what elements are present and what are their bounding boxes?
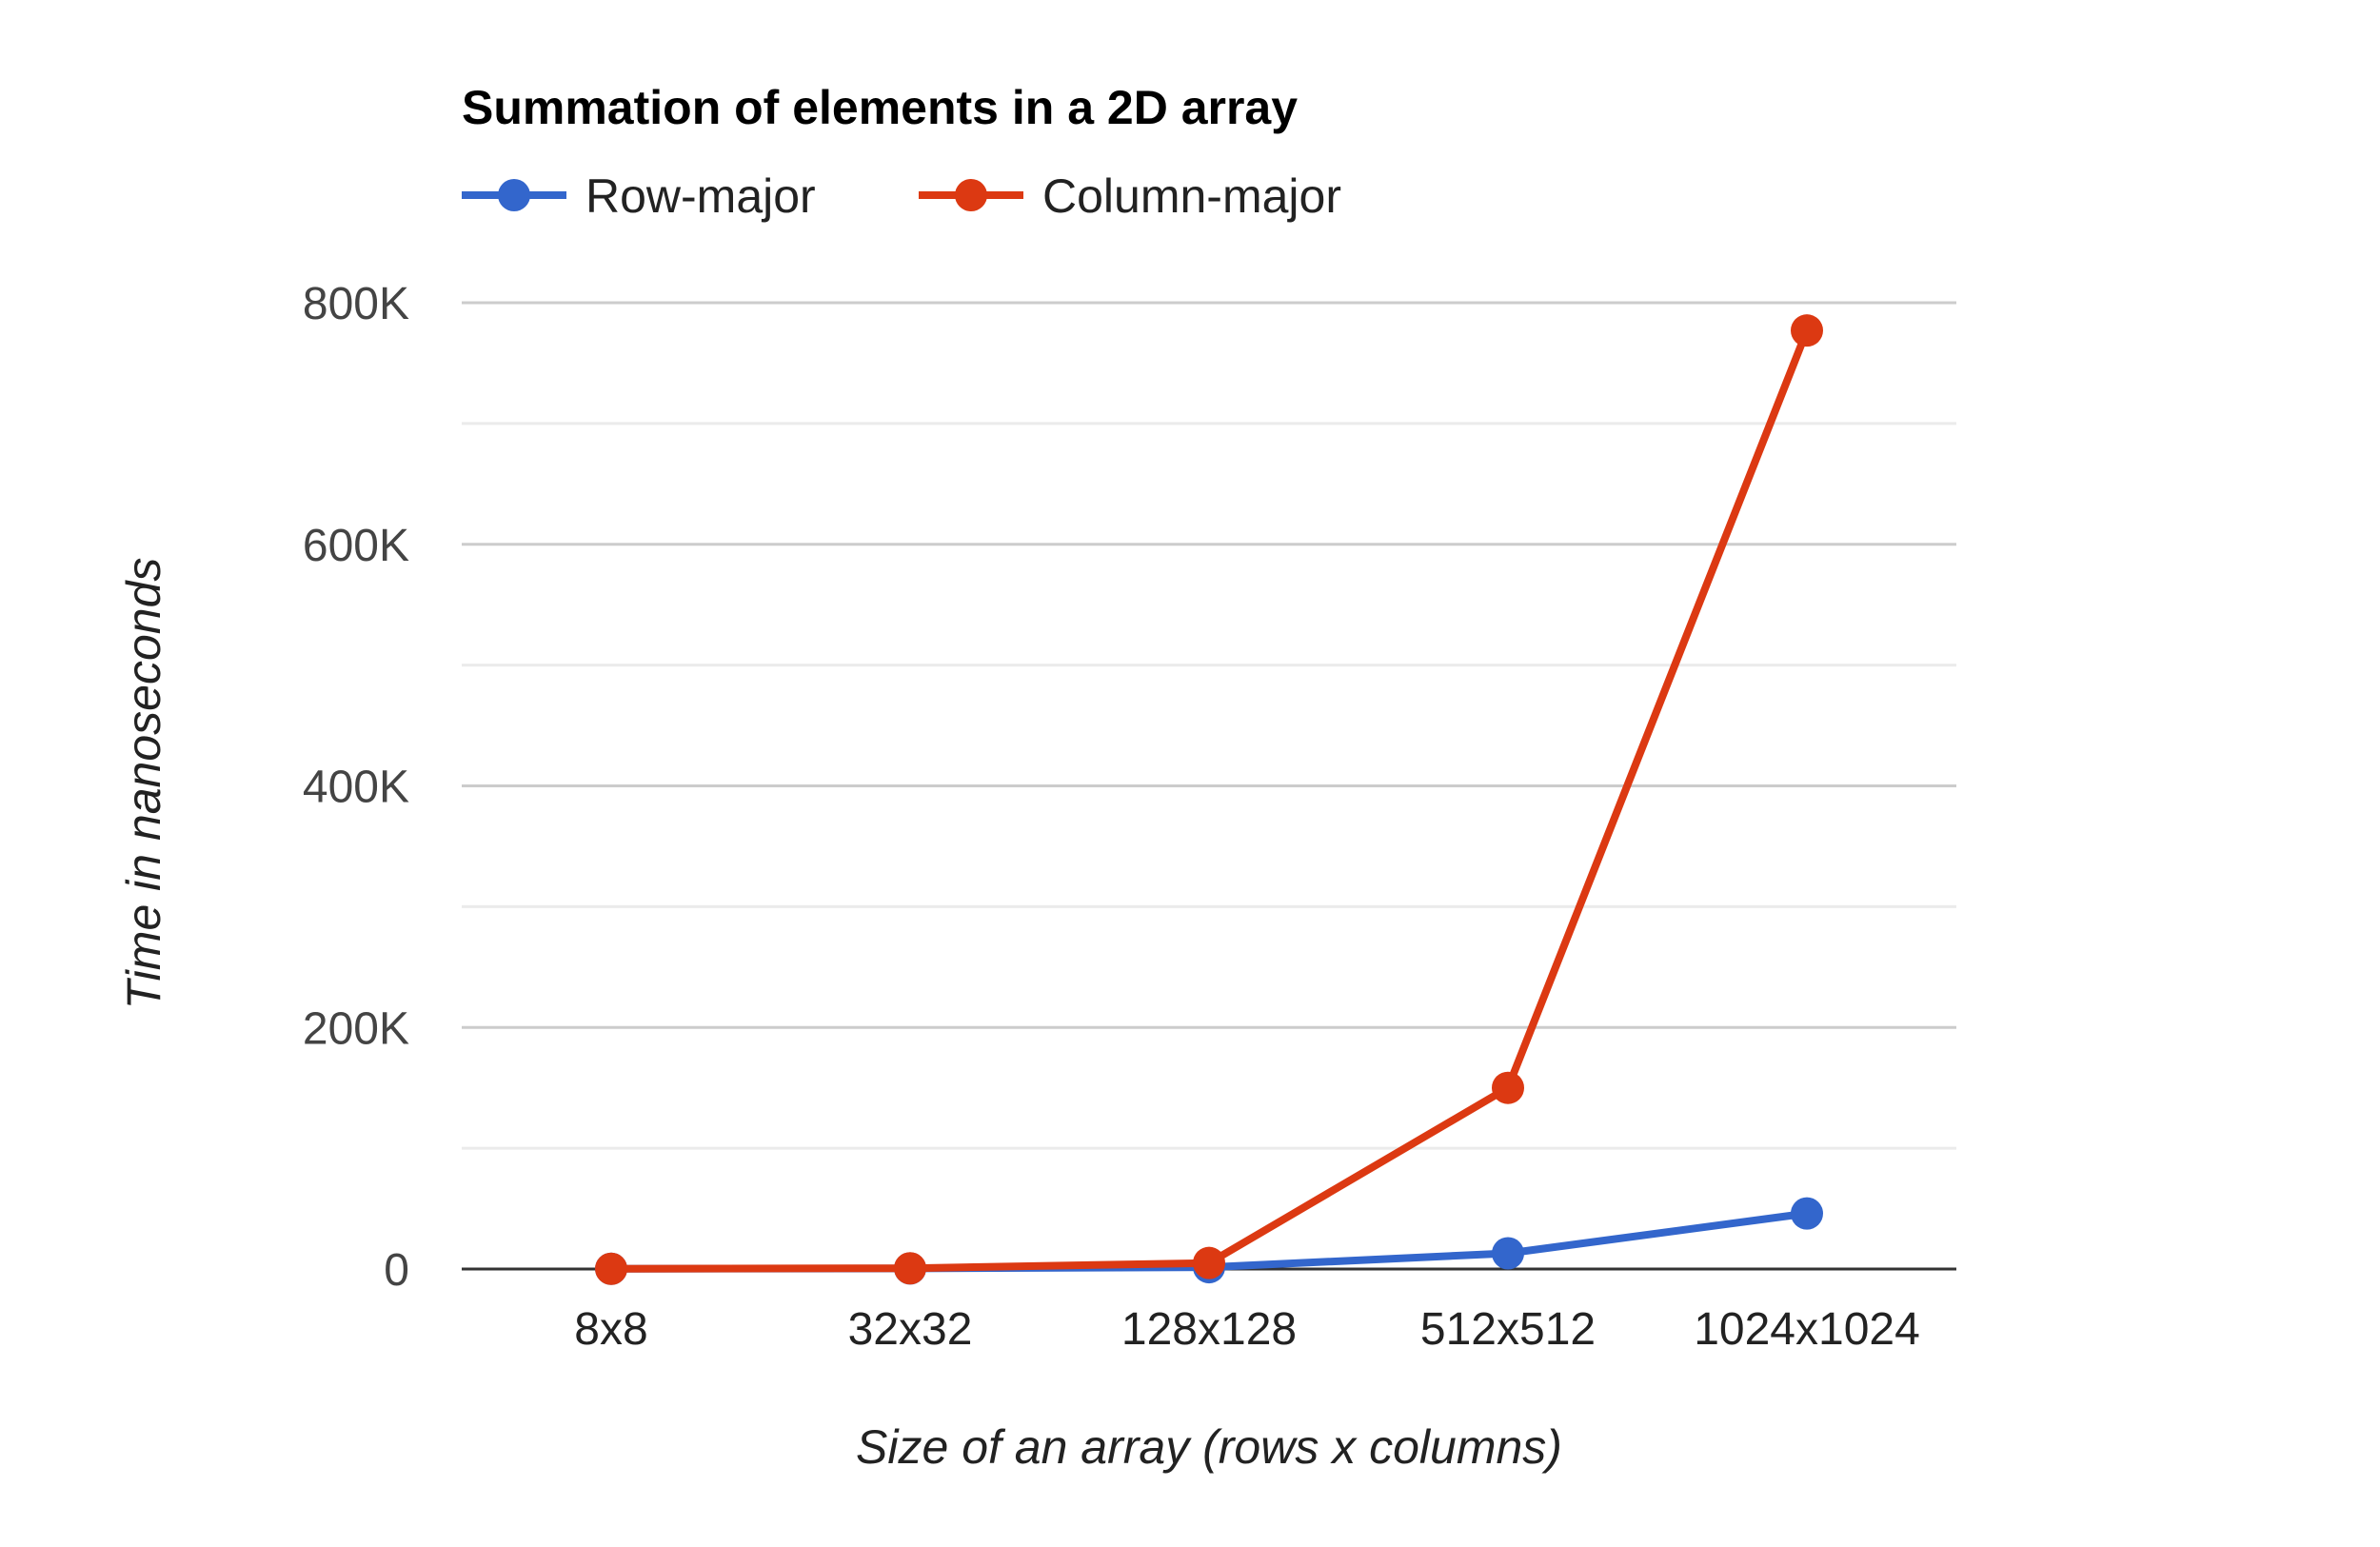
x-tick-label: 32x32 <box>848 1304 973 1355</box>
x-tick-label: 128x128 <box>1121 1304 1297 1355</box>
legend-item-row-major[interactable]: Row-major <box>462 169 816 223</box>
legend: Row-major Column-major <box>462 169 1341 223</box>
y-tick-label: 600K <box>303 521 409 571</box>
data-point[interactable] <box>1791 1197 1823 1230</box>
legend-marker-column-major <box>955 179 987 211</box>
gridlines <box>462 301 1956 1150</box>
series-layer <box>595 314 1823 1285</box>
y-axis-ticks: 0 200K 400K 600K 800K <box>303 279 409 1296</box>
x-axis-ticks: 8x8 32x32 128x128 512x512 1024x1024 <box>574 1304 1919 1355</box>
legend-marker-row-major <box>498 179 530 211</box>
x-axis-title: Size of an array (rows x columns) <box>856 1420 1562 1474</box>
data-point[interactable] <box>595 1252 627 1285</box>
y-tick-label: 800K <box>303 279 409 329</box>
legend-item-column-major[interactable]: Column-major <box>919 169 1341 223</box>
legend-label-row-major: Row-major <box>585 169 816 223</box>
x-tick-label: 8x8 <box>574 1304 647 1355</box>
data-point[interactable] <box>1492 1071 1524 1104</box>
data-point[interactable] <box>1791 314 1823 347</box>
x-tick-label: 1024x1024 <box>1694 1304 1920 1355</box>
y-axis-title: Time in nanoseconds <box>117 558 170 1010</box>
chart-title: Summation of elements in a 2D array <box>462 81 1298 134</box>
y-tick-label: 400K <box>303 763 409 813</box>
data-point[interactable] <box>1193 1246 1225 1279</box>
x-tick-label: 512x512 <box>1420 1304 1596 1355</box>
data-point[interactable] <box>894 1252 926 1285</box>
series-column-major <box>595 314 1823 1285</box>
y-tick-label: 200K <box>303 1003 409 1054</box>
data-point[interactable] <box>1492 1237 1524 1270</box>
y-tick-label: 0 <box>384 1245 409 1296</box>
legend-label-column-major: Column-major <box>1042 169 1341 223</box>
